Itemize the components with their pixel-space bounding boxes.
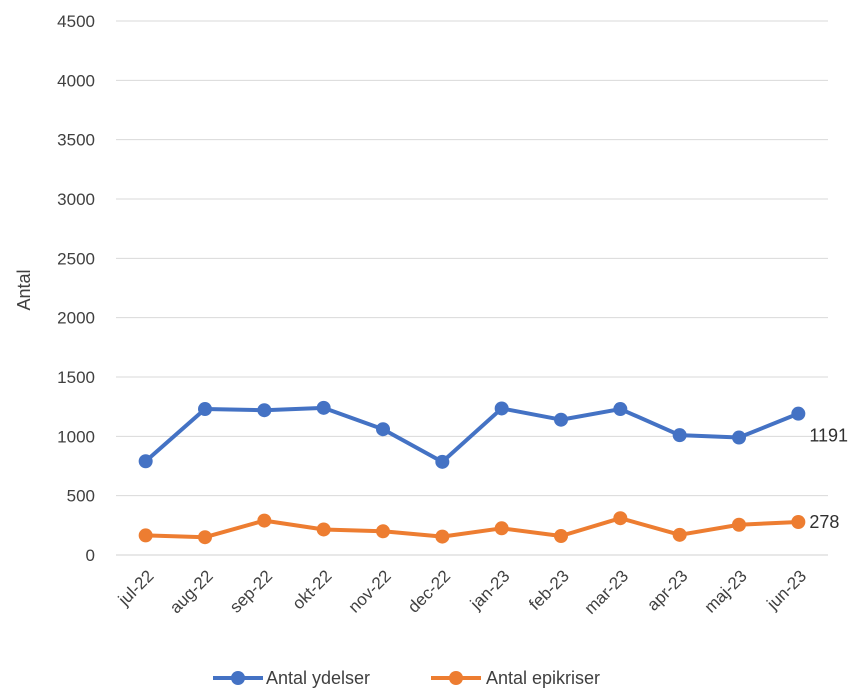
- data-point: [316, 400, 331, 415]
- data-point: [672, 428, 687, 443]
- y-tick-label: 4000: [57, 71, 95, 90]
- x-tick-label: nov-22: [345, 566, 395, 616]
- gridlines: [116, 20, 828, 556]
- y-tick-label: 500: [67, 487, 95, 506]
- y-tick-label: 4500: [57, 12, 95, 31]
- data-point: [138, 528, 153, 543]
- legend: Antal ydelser Antal epikriser: [213, 668, 600, 688]
- x-tick-label: okt-22: [289, 566, 336, 613]
- data-point: [376, 422, 390, 437]
- series-line: [143, 516, 801, 540]
- data-point: [672, 527, 687, 542]
- data-point: [791, 515, 806, 530]
- x-tick-label: apr-23: [643, 566, 691, 614]
- x-tick-label: jan-23: [466, 566, 514, 614]
- y-tick-label: 3000: [57, 190, 95, 209]
- data-point: [257, 513, 272, 528]
- y-tick-label: 1500: [57, 368, 95, 387]
- data-point: [494, 401, 509, 416]
- x-axis-ticks: jul-22 aug-22 sep-22 okt-22 nov-22 dec-22 jan-…: [114, 566, 810, 618]
- y-axis-ticks: 0 500 1000 1500 2000 2500 3000 3500 4000 4500: [57, 12, 95, 565]
- data-point: [732, 517, 746, 532]
- x-tick-label: sep-22: [226, 566, 276, 616]
- legend-marker: [449, 671, 463, 685]
- data-point: [198, 530, 212, 545]
- y-tick-label: 1000: [57, 427, 95, 446]
- data-point: [613, 402, 628, 417]
- legend-label: Antal ydelser: [266, 668, 370, 688]
- x-tick-label: jun-23: [763, 566, 811, 614]
- x-tick-label: aug-22: [166, 566, 217, 617]
- x-tick-label: mar-23: [581, 566, 633, 618]
- data-point: [791, 406, 806, 421]
- series-line: [143, 405, 801, 464]
- legend-marker: [231, 671, 245, 685]
- legend-label: Antal epikriser: [486, 668, 600, 688]
- x-tick-label: feb-23: [525, 566, 573, 614]
- data-point: [554, 412, 568, 427]
- data-label: 278: [809, 512, 839, 532]
- data-point: [257, 403, 272, 418]
- data-point: [613, 511, 628, 526]
- data-label: 1191: [809, 426, 848, 446]
- y-tick-label: 0: [86, 546, 95, 565]
- data-point: [494, 521, 509, 536]
- data-point: [435, 454, 450, 469]
- data-point: [198, 402, 212, 417]
- y-tick-label: 3500: [57, 131, 95, 150]
- x-tick-label: jul-22: [114, 566, 158, 610]
- data-point: [376, 524, 390, 539]
- data-point: [138, 454, 153, 469]
- data-point: [435, 529, 450, 544]
- y-axis-title: Antal: [14, 269, 34, 310]
- data-point: [316, 522, 331, 537]
- y-tick-label: 2500: [57, 249, 95, 268]
- data-point: [554, 529, 568, 544]
- x-tick-label: dec-22: [404, 566, 454, 616]
- series-layer: 1191 278: [138, 400, 848, 545]
- data-point: [732, 430, 746, 445]
- x-tick-label: maj-23: [701, 566, 751, 616]
- y-tick-label: 2000: [57, 309, 95, 328]
